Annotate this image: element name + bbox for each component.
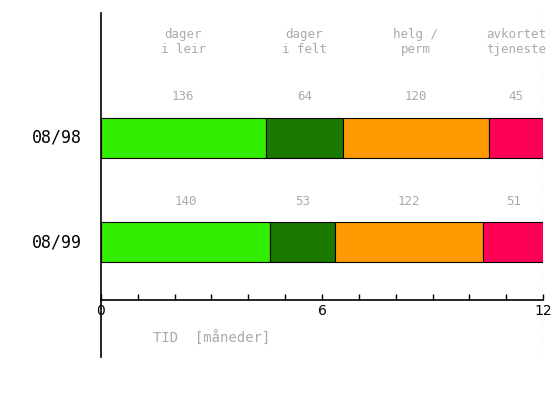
Text: 122: 122	[398, 195, 420, 208]
Text: 140: 140	[174, 195, 197, 208]
Text: 45: 45	[508, 90, 524, 103]
Bar	[335, 222, 483, 262]
Text: avkortet
tjeneste: avkortet tjeneste	[486, 28, 546, 56]
Bar	[101, 118, 265, 158]
Text: TID  [måneder]: TID [måneder]	[153, 331, 270, 346]
Text: dager
i leir: dager i leir	[161, 28, 206, 56]
Text: dager
i felt: dager i felt	[282, 28, 327, 56]
Bar	[265, 118, 343, 158]
Text: 53: 53	[295, 195, 310, 208]
Text: 51: 51	[506, 195, 521, 208]
Bar	[343, 118, 489, 158]
Text: helg /
perm: helg / perm	[394, 28, 438, 56]
Text: 120: 120	[405, 90, 427, 103]
Text: 136: 136	[172, 90, 194, 103]
Text: 64: 64	[297, 90, 312, 103]
Bar	[489, 118, 543, 158]
Text: 08/99: 08/99	[32, 233, 82, 251]
Bar	[270, 222, 335, 262]
Bar	[101, 222, 270, 262]
Bar	[483, 222, 544, 262]
Text: 08/98: 08/98	[32, 129, 82, 147]
